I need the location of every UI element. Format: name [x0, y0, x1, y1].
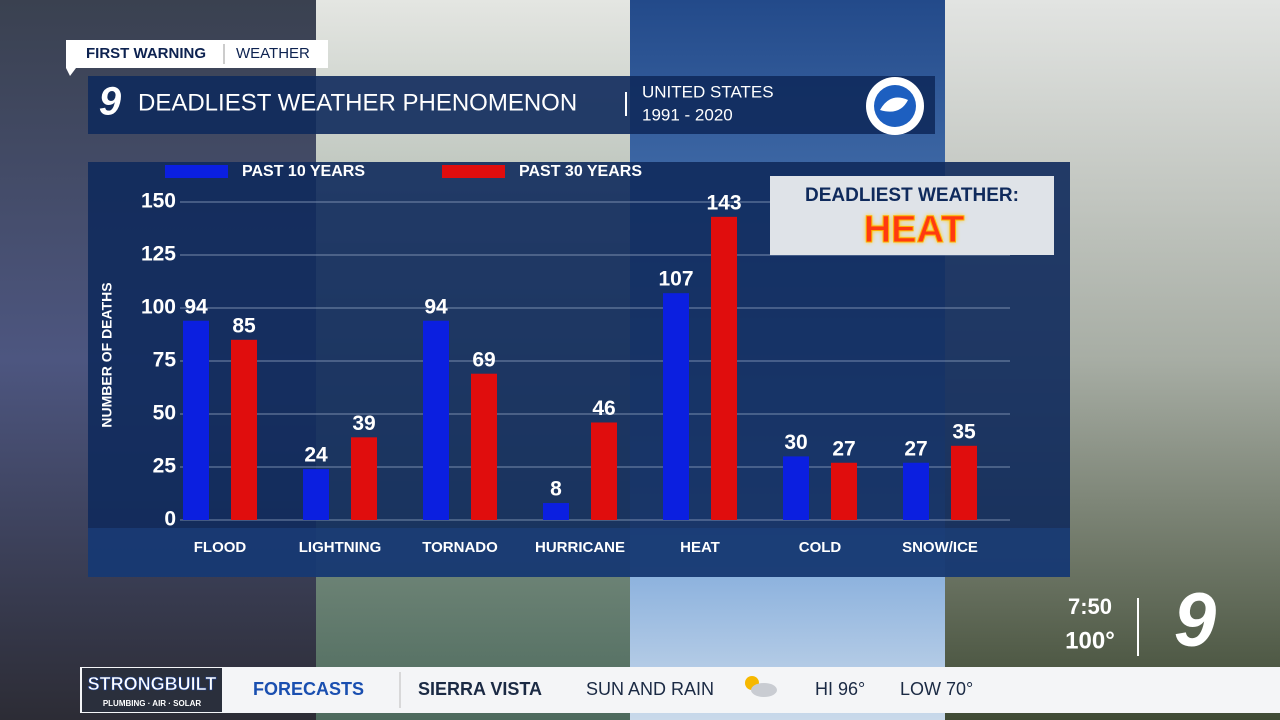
ticker-bar [80, 667, 1280, 713]
x-tick-label: HURRICANE [535, 539, 625, 556]
value-label: 85 [232, 314, 256, 337]
value-label: 30 [784, 431, 807, 454]
annotation-label: DEADLIEST WEATHER: [805, 185, 1019, 206]
value-label: 24 [304, 444, 328, 467]
bar [543, 503, 569, 520]
value-label: 143 [706, 191, 741, 214]
plot: 0 25 50 75 100 125 150 PAST 10 YEARS PAST 30 YEA… [141, 163, 1010, 556]
period: 1991 - 2020 [642, 105, 733, 124]
value-label: 8 [550, 478, 562, 501]
value-label: 94 [184, 295, 208, 318]
y-tick-label: 25 [153, 455, 177, 478]
bar [783, 456, 809, 520]
bar [951, 445, 977, 520]
bar [303, 469, 329, 520]
legend-swatch [442, 165, 505, 178]
title: DEADLIEST WEATHER PHENOMENON [138, 89, 577, 116]
y-tick-label: 0 [164, 508, 176, 531]
bar [423, 320, 449, 520]
value-label: 27 [904, 437, 927, 460]
tab-tail [66, 68, 76, 76]
legend-label: PAST 10 YEARS [242, 163, 365, 180]
region: UNITED STATES [642, 82, 774, 101]
sponsor-tagline: PLUMBING · AIR · SOLAR [103, 699, 202, 708]
bar [231, 339, 257, 520]
bar [663, 293, 689, 520]
y-tick-label: 150 [141, 190, 176, 213]
bar [903, 462, 929, 520]
annotation-glow: HEAT [864, 209, 965, 251]
conditions: SUN AND RAIN [586, 679, 714, 699]
legend-swatch [165, 165, 228, 178]
brand: FIRST WARNING [86, 45, 206, 62]
value-label: 35 [952, 420, 976, 443]
x-tick-label: LIGHTNING [299, 539, 382, 556]
y-tick-label: 50 [153, 402, 176, 425]
x-tick-label: HEAT [680, 539, 720, 556]
location: SIERRA VISTA [418, 679, 542, 699]
bar [351, 437, 377, 520]
legend-label: PAST 30 YEARS [519, 163, 642, 180]
value-label: 107 [658, 268, 693, 291]
value-label: 39 [352, 412, 375, 435]
bar [711, 216, 737, 520]
ticker-section: FORECASTS [253, 679, 364, 699]
bar [471, 373, 497, 520]
y-tick-label: 125 [141, 243, 176, 266]
weather-icon-cloud [751, 683, 777, 697]
value-label: 27 [832, 437, 855, 460]
y-tick-label: 100 [141, 296, 176, 319]
title-bar [88, 76, 935, 134]
time: 7:50 [1068, 594, 1112, 619]
value-label: 46 [592, 397, 615, 420]
sponsor: STRONGBUILT [88, 674, 217, 694]
temperature: 100° [1065, 627, 1115, 654]
y-axis-label: NUMBER OF DEATHS [99, 282, 115, 427]
channel-logo: 9 [99, 80, 122, 124]
x-tick-label: SNOW/ICE [902, 539, 978, 556]
channel-bug: 9 [1174, 578, 1216, 663]
brand-tab [66, 40, 328, 68]
bar [183, 320, 209, 520]
x-tick-label: FLOOD [194, 539, 247, 556]
sponsor-box [82, 668, 222, 712]
bar [831, 462, 857, 520]
category-band [88, 528, 1070, 577]
value-label: 69 [472, 348, 495, 371]
y-tick-label: 75 [153, 349, 177, 372]
low: LOW 70° [900, 679, 973, 699]
x-tick-label: TORNADO [422, 539, 498, 556]
bar [591, 422, 617, 520]
nws-logo-mark [880, 97, 908, 112]
annotation-value: HEAT [864, 209, 965, 251]
section: WEATHER [236, 45, 310, 62]
value-label: 94 [424, 295, 448, 318]
annotation-box [770, 176, 1054, 255]
x-tick-label: COLD [799, 539, 842, 556]
high: HI 96° [815, 679, 865, 699]
